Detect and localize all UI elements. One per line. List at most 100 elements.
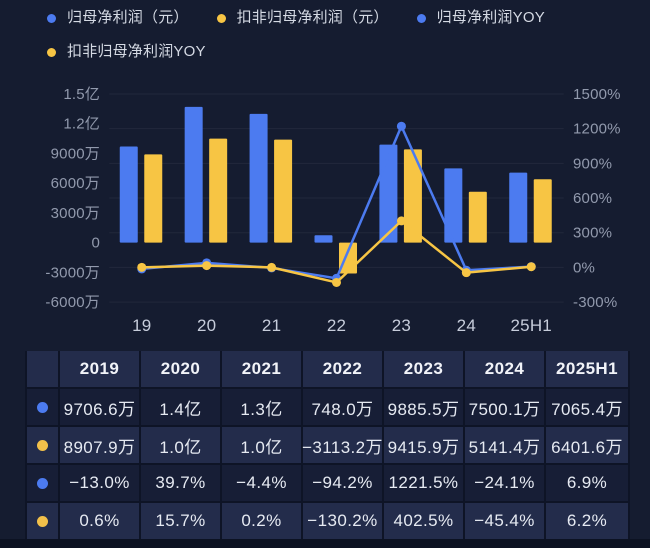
bar-blue-24 [444, 168, 463, 243]
table-value: −94.2% [303, 465, 382, 501]
table-value: 7500.1万 [465, 389, 544, 425]
right-axis-label: 300% [573, 225, 612, 242]
table-header-year: 2022 [303, 351, 382, 387]
left-axis-label: 3000万 [51, 205, 100, 222]
right-axis-label: -300% [573, 294, 617, 311]
bar-yellow-25H1 [533, 179, 552, 243]
series-marker-icon [37, 515, 48, 527]
table-value: 5141.4万 [465, 427, 544, 463]
legend-label: 扣非归母净利润YOY [67, 43, 206, 60]
table-value: 9706.6万 [60, 389, 139, 425]
bar-yellow-23 [403, 149, 422, 243]
left-axis-label: 6000万 [51, 175, 100, 192]
legend-marker-icon [216, 13, 226, 23]
row-marker-cell [27, 427, 58, 463]
legend-label: 扣非归母净利润（元） [236, 9, 389, 26]
legend-item-deducted-net-profit[interactable]: 扣非归母净利润（元） [216, 9, 389, 26]
legend-marker-icon [416, 13, 426, 23]
table-value: 1.0亿 [222, 427, 301, 463]
table-value: 39.7% [141, 465, 220, 501]
right-axis-label: 0% [573, 259, 595, 276]
table-value: 6.9% [546, 465, 628, 501]
series-marker-icon [37, 401, 48, 413]
x-axis-label: 23 [392, 316, 411, 335]
table-value: 748.0万 [303, 389, 382, 425]
point-blue-23 [396, 121, 406, 131]
left-axis-label: -6000万 [45, 294, 100, 311]
row-marker-cell [27, 503, 58, 539]
legend-label: 归母净利润YOY [436, 9, 545, 26]
table-value: −130.2% [303, 503, 382, 539]
profit-chart[interactable]: 1.5亿 1.2亿 9000万 6000万 3000万 0 -3000万 -6000万 1500… [0, 0, 650, 340]
legend-item-net-profit[interactable]: 归母净利润（元） [47, 10, 189, 26]
table-corner-cell [27, 351, 58, 387]
table-value: 9885.5万 [384, 389, 463, 425]
left-axis-label: 0 [91, 235, 100, 252]
point-yellow-19 [137, 262, 147, 272]
table-value: −45.4% [465, 503, 544, 539]
legend-marker-icon [47, 13, 56, 23]
legend-marker-icon [47, 47, 56, 57]
table-value: 6.2% [546, 503, 628, 539]
table-header-year: 2025H1 [546, 351, 628, 387]
table-value: −4.4% [222, 465, 301, 501]
right-axis-label: 900% [573, 155, 612, 172]
x-axis-label: 24 [457, 316, 476, 335]
table-header-year: 2024 [465, 351, 544, 387]
right-axis-label: 1200% [573, 121, 621, 138]
row-marker-cell [27, 465, 58, 501]
table-value: 1221.5% [384, 465, 463, 501]
x-axis-label: 21 [262, 316, 281, 335]
legend-item-deducted-net-profit-yoy[interactable]: 扣非归母净利润YOY [47, 44, 206, 60]
table-value: −3113.2万 [302, 427, 383, 463]
row-marker-cell [27, 389, 58, 425]
table-header-year: 2021 [222, 351, 301, 387]
bar-blue-20 [184, 106, 203, 243]
table-header-year: 2019 [60, 351, 139, 387]
left-axis-label: -3000万 [45, 264, 100, 281]
series-marker-icon [37, 477, 48, 489]
bar-yellow-19 [144, 154, 163, 243]
left-axis-label: 1.5亿 [63, 86, 100, 103]
series-marker-icon [37, 439, 48, 451]
table-value: 8907.9万 [60, 427, 139, 463]
panel-bottom-strip [0, 539, 650, 548]
table-value: 402.5% [384, 503, 463, 539]
x-axis-label: 20 [197, 316, 216, 335]
table-value: 7065.4万 [546, 389, 628, 425]
x-axis-label: 19 [132, 316, 151, 335]
point-yellow-22 [332, 277, 341, 287]
right-axis-label: 600% [573, 190, 612, 207]
table-value: −24.1% [465, 465, 544, 501]
bar-blue-19 [119, 146, 138, 243]
point-yellow-25H1 [526, 262, 536, 272]
table-header-year: 2020 [141, 351, 220, 387]
legend-row-2: 扣非归母净利润YOY [47, 44, 637, 60]
right-axis-label: 1500% [573, 86, 621, 103]
bar-yellow-24 [468, 191, 487, 243]
point-yellow-24 [461, 268, 471, 278]
table-value: 0.2% [222, 503, 301, 539]
left-axis-label: 1.2亿 [63, 116, 100, 133]
yearly-data-table: 2019 2020 2021 2022 2023 2024 2025H1 970… [25, 351, 630, 539]
table-header-year: 2023 [384, 351, 463, 387]
point-yellow-23 [396, 216, 406, 226]
legend-label: 归母净利润（元） [67, 9, 189, 26]
bar-blue-21 [249, 113, 268, 243]
table-value: 1.0亿 [141, 427, 220, 463]
table-value: 15.7% [141, 503, 220, 539]
left-axis-label: 9000万 [51, 145, 100, 162]
legend-item-net-profit-yoy[interactable]: 归母净利润YOY [416, 9, 545, 26]
bar-blue-25H1 [509, 172, 528, 243]
point-yellow-20 [202, 261, 212, 271]
point-yellow-21 [267, 262, 277, 272]
bar-yellow-21 [274, 139, 293, 243]
table-value: 0.6% [60, 503, 139, 539]
chart-legend: 归母净利润（元） 扣非归母净利润（元） 归母净利润YOY 扣非归母净利润YOY [47, 10, 637, 78]
table-value: 6401.6万 [546, 427, 628, 463]
bar-yellow-20 [209, 138, 228, 243]
x-axis-label: 25H1 [511, 316, 552, 335]
table-value: 1.4亿 [141, 389, 220, 425]
table-value: 1.3亿 [222, 389, 301, 425]
